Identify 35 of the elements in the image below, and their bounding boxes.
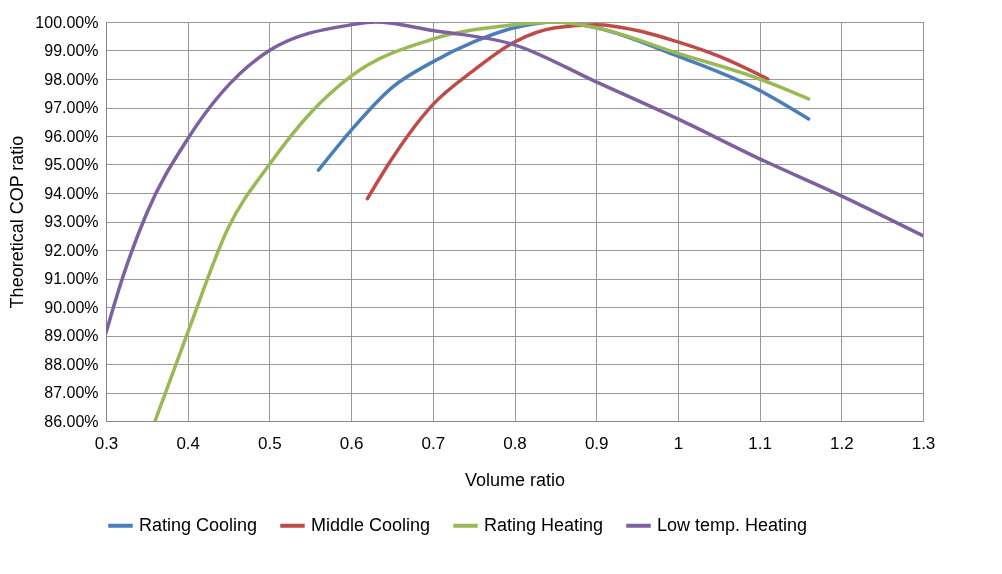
y-tick-label: 99.00%	[44, 42, 99, 59]
y-tick-label: 92.00%	[44, 241, 99, 259]
x-tick-label: 0.9	[584, 433, 609, 453]
y-tick-label: 98.00%	[44, 70, 99, 88]
x-tick-label: 1.2	[829, 433, 854, 453]
x-tick-label: 0.6	[339, 433, 364, 453]
x-tick-label: 0.3	[94, 433, 119, 453]
y-tick-label: 86.00%	[44, 412, 99, 430]
legend-label: Middle Cooling	[311, 514, 431, 535]
y-tick-label: 97.00%	[44, 99, 99, 116]
line-series	[153, 22, 811, 421]
x-tick-label: 1	[673, 433, 684, 453]
x-tick-label: 1.3	[911, 433, 936, 453]
legend-label: Rating Cooling	[139, 514, 258, 535]
legend-label: Rating Heating	[484, 514, 604, 535]
y-tick-label: 95.00%	[44, 156, 99, 173]
x-tick-label: 1.1	[748, 433, 772, 453]
x-tick-label: 0.8	[503, 433, 527, 453]
y-tick-label: 90.00%	[44, 298, 99, 316]
y-axis-title: Theoretical COP ratio	[7, 135, 28, 309]
x-axis-title: Volume ratio	[464, 469, 566, 490]
y-tick-label: 100.00%	[35, 13, 99, 31]
y-tick-label: 87.00%	[44, 384, 99, 401]
line-series	[365, 23, 770, 201]
line-series	[106, 22, 923, 335]
y-tick-label: 96.00%	[44, 127, 99, 145]
y-tick-label: 91.00%	[44, 270, 99, 287]
y-tick-label: 94.00%	[44, 184, 99, 202]
x-tick-label: 0.5	[258, 433, 282, 453]
y-tick-label: 89.00%	[44, 327, 99, 344]
y-tick-label: 93.00%	[44, 213, 99, 230]
x-tick-label: 0.4	[176, 433, 201, 453]
y-tick-label: 88.00%	[44, 355, 99, 373]
x-tick-label: 0.7	[421, 433, 446, 453]
legend-label: Low temp. Heating	[657, 514, 808, 535]
